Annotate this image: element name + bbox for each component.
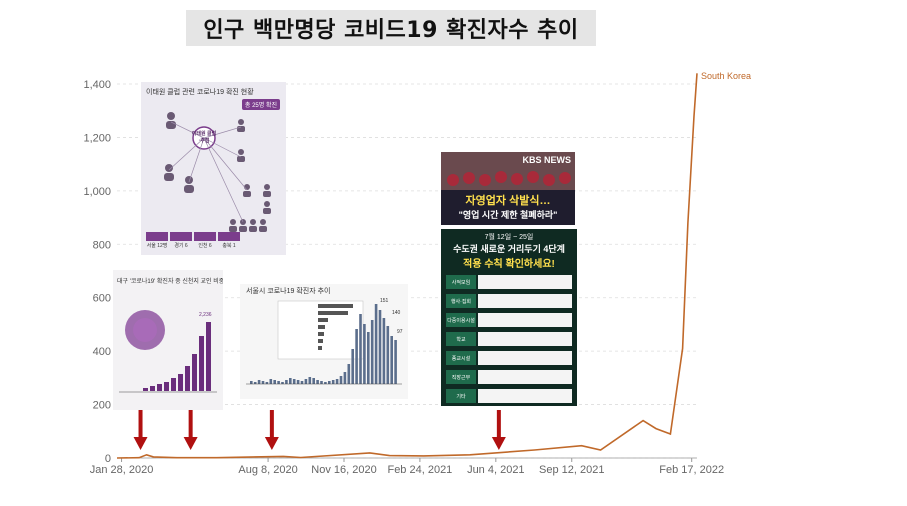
inset5-row-label-3: 학교 — [446, 332, 476, 346]
annotation-arrows — [133, 410, 506, 450]
inset5-date: 7월 12일 ~ 25일 — [484, 234, 534, 241]
x-tick-label: Aug 8, 2020 — [238, 464, 297, 476]
y-tick-label: 1,000 — [83, 186, 111, 198]
inset3-bar-chart — [246, 300, 402, 385]
x-tick-label: Sep 12, 2021 — [539, 464, 604, 476]
x-axis-ticks: Jan 28, 2020 Aug 8, 2020 Nov 16, 2020 Feb 2… — [90, 457, 724, 476]
inset5-row-3: 학교 — [446, 332, 572, 346]
inset5-row-4: 종교시설 — [446, 351, 572, 365]
inset4-caption2: "영업 시간 제한 철폐하라" — [458, 210, 558, 220]
chart-title: 인구 백만명당 코비드19 확진자수 추이 — [186, 10, 596, 46]
inset4-crowd — [441, 152, 575, 225]
series-label-south-korea: South Korea — [701, 71, 751, 81]
inset5-row-label-6: 기타 — [446, 389, 476, 403]
inset5-row-label-4: 종교시설 — [446, 351, 476, 365]
inset-distancing-poster: 7월 12일 ~ 25일 수도권 새로운 거리두기 4단계 적용 수칙 확인하세… — [441, 229, 577, 406]
inset2-title: 대구 '코로나19' 확진자 중 신천지 교인 비중 — [117, 279, 223, 285]
inset5-row-label-5: 직장근무 — [446, 370, 476, 384]
inset4-brand: KBS NEWS — [522, 155, 571, 165]
inset1-badge: 총 25명 확진 — [241, 99, 280, 110]
inset-daegu-shincheonji-chart: 대구 '코로나19' 확진자 중 신천지 교인 비중 2,236 — [113, 270, 223, 410]
series-line-south-korea — [116, 73, 698, 459]
y-axis-ticks: 0 200 400 600 800 1,000 1,200 1,400 — [83, 79, 111, 465]
inset1-center-label: 이태원 클럽·주점 — [191, 131, 217, 144]
inset5-row-1: 행사·집회 — [446, 294, 572, 308]
y-tick-label: 200 — [93, 400, 111, 412]
inset1-footer-2: 인천 6 — [198, 243, 212, 249]
y-tick-label: 400 — [93, 346, 111, 358]
inset2-bar-chart — [119, 310, 217, 393]
inset5-row-2: 다중이용시설 — [446, 313, 572, 327]
inset5-row-0: 사적모임 — [446, 275, 572, 289]
inset5-row-label-1: 행사·집회 — [446, 294, 476, 308]
inset-seoul-cases-chart: 서울시 코로나19 확진자 추이 151 140 97 — [240, 284, 408, 399]
inset1-title: 이태원 클럽 관련 코로나19 확진 현황 — [146, 89, 254, 96]
inset4-caption1: 자영업자 삭발식… — [465, 195, 551, 207]
x-tick-label: Jan 28, 2020 — [90, 464, 154, 476]
inset5-headline2: 적용 수칙 확인하세요! — [463, 259, 555, 270]
inset5-headline1: 수도권 새로운 거리두기 4단계 — [453, 244, 565, 254]
inset1-footer-0: 서울 12명 — [146, 243, 168, 249]
y-tick-label: 0 — [105, 453, 111, 465]
annotation-arrow — [264, 410, 279, 450]
inset5-row-5: 직장근무 — [446, 370, 572, 384]
inset-kbs-news-photo: KBS NEWS 자영업자 삭발식… "영업 시간 제한 철폐하라" — [441, 152, 575, 225]
y-tick-label: 600 — [93, 293, 111, 305]
inset2-peak: 2,236 — [199, 312, 212, 318]
inset1-footer-1: 경기 6 — [174, 243, 188, 249]
y-tick-label: 1,200 — [83, 132, 111, 144]
x-tick-label: Feb 24, 2021 — [387, 464, 452, 476]
inset3-title: 서울시 코로나19 확진자 추이 — [246, 288, 331, 295]
annotation-arrow — [491, 410, 506, 450]
x-tick-label: Jun 4, 2021 — [467, 464, 525, 476]
inset1-footer-3: 충북 1 — [222, 243, 236, 249]
inset3-end: 97 — [397, 329, 403, 335]
inset3-peak: 151 — [380, 298, 389, 304]
x-tick-label: Feb 17, 2022 — [659, 464, 724, 476]
annotation-arrow — [183, 410, 198, 450]
x-tick-label: Nov 16, 2020 — [311, 464, 376, 476]
annotation-arrow — [133, 410, 148, 450]
inset5-row-6: 기타 — [446, 389, 572, 403]
inset-itaewon-cluster-chart: 이태원 클럽 관련 코로나19 확진 현황 총 25명 확진 — [141, 82, 286, 255]
y-tick-label: 1,400 — [83, 79, 111, 91]
inset1-network-diagram — [146, 112, 271, 241]
inset5-row-label-0: 사적모임 — [446, 275, 476, 289]
y-tick-label: 800 — [93, 239, 111, 251]
inset3-last: 140 — [392, 310, 401, 316]
inset5-row-label-2: 다중이용시설 — [446, 313, 476, 327]
